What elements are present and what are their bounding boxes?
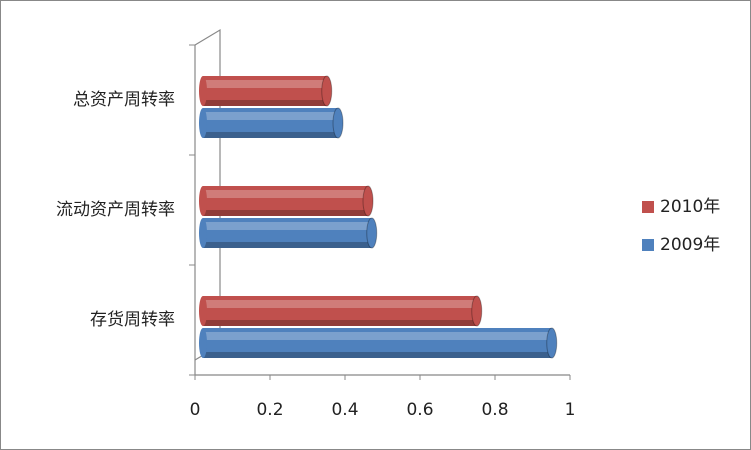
bar-shade <box>203 100 327 106</box>
bar-base <box>199 328 207 358</box>
bar-highlight <box>203 112 338 120</box>
bar-highlight <box>203 80 327 88</box>
bar-base <box>199 296 207 326</box>
legend-swatch <box>642 239 654 251</box>
bar-cap <box>366 217 378 249</box>
x-tick-label: 0.8 <box>481 400 508 420</box>
legend-label: 2010年 <box>660 197 720 217</box>
legend-label: 2009年 <box>660 235 720 255</box>
y-tick-label: 流动资产周转率 <box>56 200 175 220</box>
x-tick-label: 0.6 <box>406 400 433 420</box>
x-tick-label: 0.4 <box>331 400 358 420</box>
x-tick-label: 1 <box>565 400 576 420</box>
bar <box>203 296 477 326</box>
bar <box>203 186 368 216</box>
bar-cap <box>546 327 558 359</box>
bar-base <box>199 186 207 216</box>
bar-cap <box>332 107 344 139</box>
bar-base <box>199 218 207 248</box>
bar-shade <box>203 132 338 138</box>
bar-shade <box>203 320 477 326</box>
bar-cap <box>321 75 333 107</box>
bar-base <box>199 76 207 106</box>
x-tick-label: 0 <box>190 400 201 420</box>
y-tick-label: 存货周转率 <box>90 310 175 330</box>
legend-swatch <box>642 201 654 213</box>
bar-cap <box>362 185 374 217</box>
bar-highlight <box>203 332 552 340</box>
bar-highlight <box>203 300 477 308</box>
bar-shade <box>203 242 372 248</box>
y-tick-label: 总资产周转率 <box>73 90 175 110</box>
bar-shade <box>203 352 552 358</box>
bar-cap <box>471 295 483 327</box>
bar <box>203 218 372 248</box>
bar-base <box>199 108 207 138</box>
bar-shade <box>203 210 368 216</box>
bar <box>203 328 552 358</box>
bar <box>203 76 327 106</box>
bar-highlight <box>203 222 372 230</box>
bar <box>203 108 338 138</box>
x-tick-label: 0.2 <box>256 400 283 420</box>
bar-highlight <box>203 190 368 198</box>
